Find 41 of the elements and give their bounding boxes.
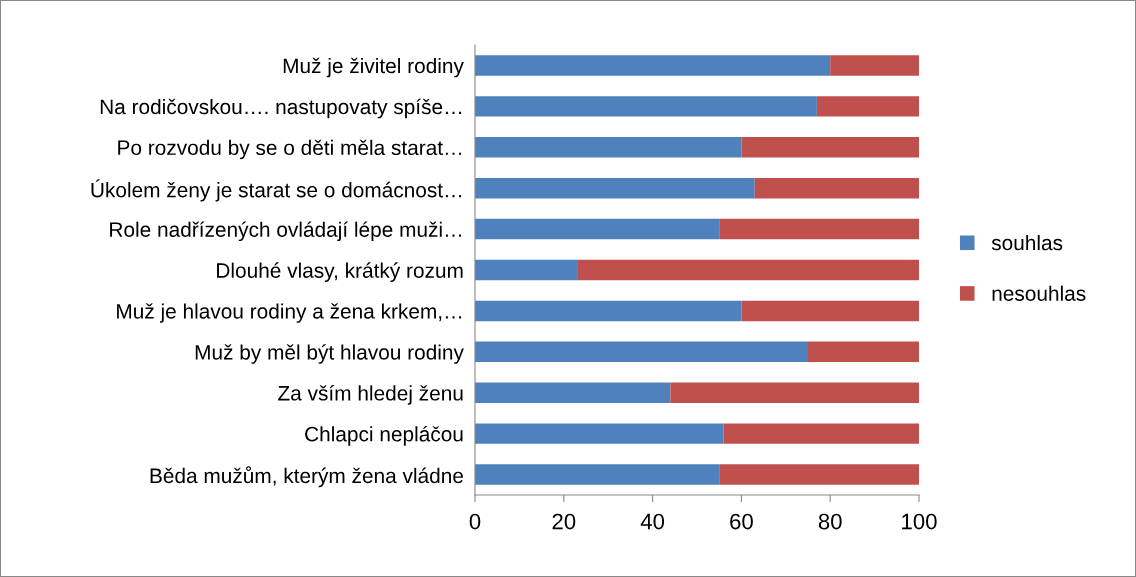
bar bbox=[723, 423, 919, 444]
bar bbox=[808, 341, 919, 363]
x-tick-label: 80 bbox=[818, 513, 842, 530]
x-tick-label: 0 bbox=[469, 513, 481, 530]
x-tick-label: 40 bbox=[640, 513, 665, 530]
bar bbox=[475, 423, 724, 444]
bar bbox=[475, 55, 831, 76]
bar bbox=[670, 382, 919, 403]
x-tick-label: 100 bbox=[902, 513, 937, 530]
bar bbox=[741, 300, 919, 322]
bar bbox=[719, 218, 919, 240]
bar bbox=[475, 300, 742, 322]
bar bbox=[475, 464, 720, 485]
bar bbox=[475, 96, 817, 117]
bar bbox=[475, 382, 671, 403]
y-tick-label: Chlapci nepláčou bbox=[305, 425, 463, 446]
bar bbox=[816, 96, 919, 117]
bar bbox=[475, 177, 755, 199]
bar bbox=[475, 218, 720, 240]
y-tick-label: Dlouhé vlasy, krátký rozum bbox=[217, 262, 463, 282]
y-tick-label: Na rodičovskou…. nastupovaty spíše… bbox=[100, 98, 462, 119]
legend-label: nesouhlas bbox=[992, 285, 1086, 301]
x-tick-label: 60 bbox=[730, 513, 753, 530]
y-tick-label: Úkolem ženy je starat se o domácnost… bbox=[91, 179, 462, 202]
bar bbox=[475, 137, 742, 158]
y-tick-label: Za vším hledej ženu bbox=[278, 385, 463, 405]
bar bbox=[475, 341, 808, 363]
bar bbox=[475, 259, 578, 281]
bar bbox=[830, 55, 919, 76]
legend-label: souhlas bbox=[991, 234, 1063, 251]
bar bbox=[719, 464, 919, 485]
y-tick-label: Muž je živitel rodiny bbox=[283, 57, 464, 78]
bar bbox=[741, 137, 919, 158]
y-tick-label: Po rozvodu by se o děti měla starat… bbox=[118, 139, 462, 160]
bar bbox=[577, 259, 919, 281]
y-tick-label: Role nadřízených ovládají lépe muži… bbox=[110, 221, 462, 242]
y-tick-label: Muž je hlavou rodiny a žena krkem,… bbox=[117, 303, 462, 323]
bar bbox=[754, 177, 919, 199]
y-tick-label: Běda mužům, kterým žena vládne bbox=[150, 466, 463, 488]
y-tick-label: Muž by měl být hlavou rodiny bbox=[195, 344, 464, 364]
x-tick-label: 20 bbox=[552, 513, 576, 530]
